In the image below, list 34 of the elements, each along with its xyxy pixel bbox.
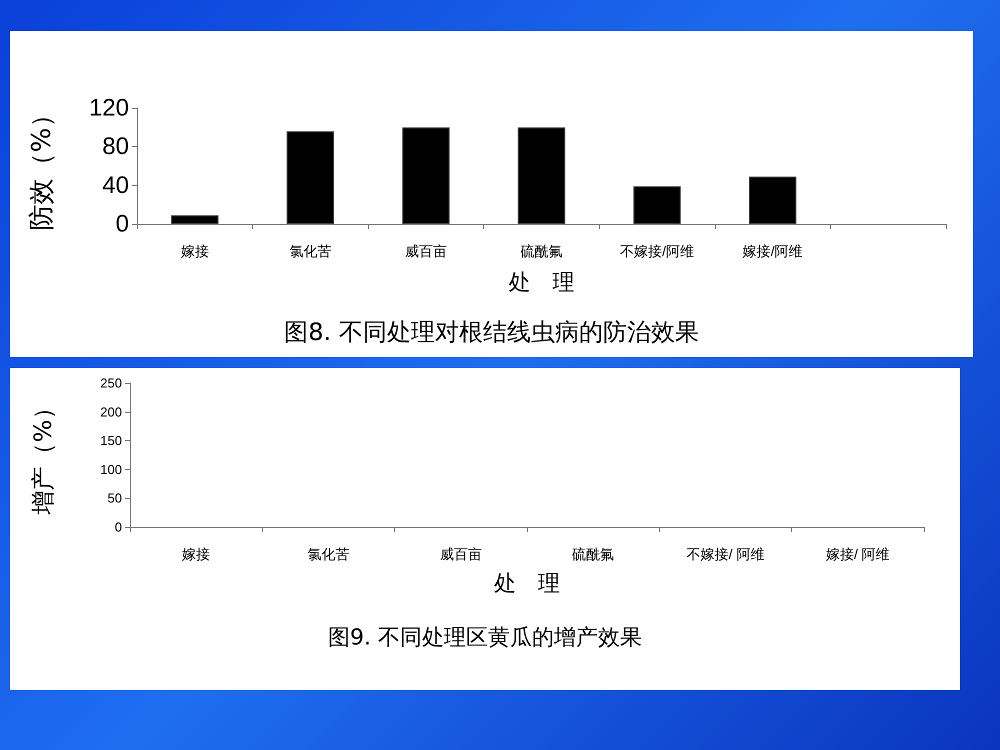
x-tick-label: 硫酰氟 — [520, 243, 562, 259]
y-tick-label: 0 — [114, 520, 122, 534]
bar — [171, 215, 218, 224]
x-axis-title: 处 理 — [508, 270, 574, 296]
y-tick-label: 80 — [102, 133, 129, 160]
bar — [748, 176, 796, 224]
y-tick-label: 120 — [88, 94, 129, 122]
x-tick-label: 氯化苦 — [289, 243, 332, 259]
text: 图8. 不同处理对根结线虫病的防治效果 — [284, 318, 699, 346]
x-tick-label: 嫁接/ 阿维 — [826, 546, 890, 562]
y-tick-label: 200 — [100, 404, 122, 420]
y-axis-title: 增产（%） — [29, 396, 57, 516]
x-tick-label: 不嫁接/阿维 — [620, 243, 694, 259]
y-tick-label: 250 — [100, 376, 122, 390]
y-tick-label: 0 — [116, 210, 129, 238]
bar — [402, 127, 450, 224]
x-tick-label: 嫁接/阿维 — [742, 243, 803, 259]
bar — [286, 131, 334, 224]
x-axis-title: 处 理 — [494, 572, 560, 596]
y-axis-title: 防效（%） — [27, 102, 57, 230]
x-tick-label: 威百亩 — [440, 546, 482, 562]
x-tick-label: 氯化苦 — [308, 546, 350, 562]
bar — [633, 186, 681, 224]
text: 图9. 不同处理区黄瓜的增产效果 — [328, 626, 642, 650]
x-tick-label: 不嫁接/ 阿维 — [686, 546, 764, 562]
x-tick-label: 威百亩 — [404, 243, 447, 259]
y-tick-label: 150 — [100, 433, 122, 448]
x-tick-label: 嫁接 — [180, 243, 209, 259]
x-tick-label: 嫁接 — [182, 546, 210, 562]
y-tick-label: 50 — [108, 490, 122, 506]
x-tick-label: 硫酰氟 — [572, 546, 614, 562]
y-tick-label: 100 — [100, 462, 122, 477]
y-tick-label: 40 — [102, 172, 129, 199]
bar — [518, 127, 566, 224]
